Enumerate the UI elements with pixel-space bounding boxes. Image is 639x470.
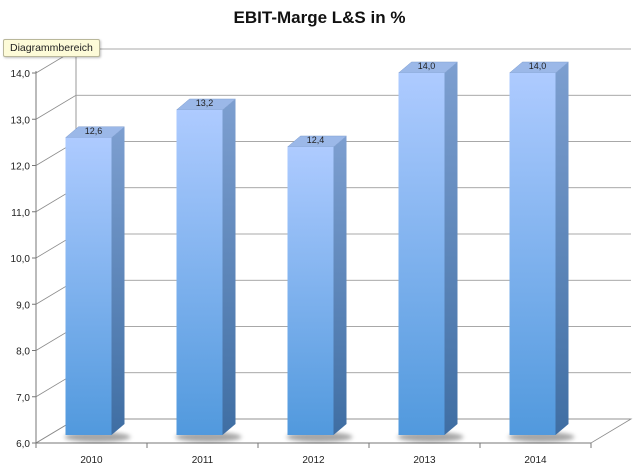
bar [287, 147, 334, 435]
y-tick-label: 9,0 [16, 300, 30, 311]
labels: 12,6 2010 13,2 2011 12,4 2012 14,0 2013 14,0 2014 [80, 61, 547, 466]
bar [65, 137, 112, 435]
y-tick-label: 7,0 [16, 393, 30, 404]
y-tick-label: 11,0 [11, 208, 30, 219]
data-label: 13,2 [196, 98, 214, 108]
data-label: 14,0 [418, 61, 436, 71]
bar [509, 73, 556, 435]
data-label: 14,0 [529, 61, 547, 71]
x-tick-label: 2010 [80, 455, 103, 466]
chart-area-tooltip: Diagrammbereich [3, 39, 100, 57]
bar-side [444, 62, 458, 435]
chart-title: EBIT-Marge L&S in % [233, 8, 406, 27]
bar-side [333, 136, 347, 435]
bar-side [222, 99, 236, 435]
x-tick-label: 2012 [302, 455, 325, 466]
y-tick-label: 6,0 [16, 439, 30, 450]
x-tick-label: 2013 [413, 455, 436, 466]
x-tick-label: 2011 [192, 455, 214, 466]
x-tick-label: 2014 [524, 455, 547, 466]
data-label: 12,6 [85, 126, 103, 136]
y-tick-label: 10,0 [11, 254, 31, 265]
bar-side [111, 126, 125, 435]
bar-side [555, 62, 569, 435]
bar [176, 110, 223, 435]
y-tick-label: 14,0 [11, 69, 31, 80]
bar [398, 73, 445, 435]
data-label: 12,4 [307, 135, 325, 145]
y-tick-label: 13,0 [11, 115, 31, 126]
y-tick-label: 8,0 [16, 347, 30, 358]
bars [64, 61, 570, 435]
y-tick-label: 12,0 [11, 162, 31, 173]
